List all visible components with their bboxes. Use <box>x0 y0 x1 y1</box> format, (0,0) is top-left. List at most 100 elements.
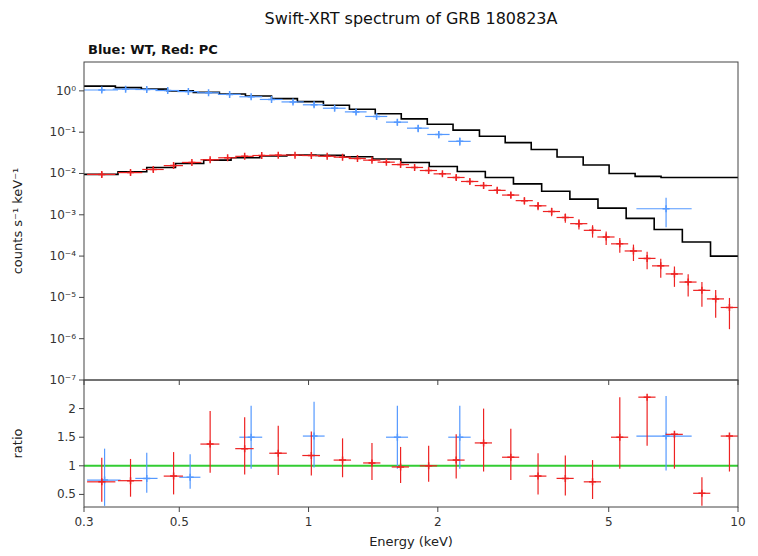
plot-area <box>84 394 738 506</box>
data-point <box>603 233 610 240</box>
y-error-bar <box>619 397 620 469</box>
data-point <box>507 454 514 461</box>
data-point <box>456 138 463 145</box>
data-point <box>308 452 315 459</box>
data-point <box>187 474 194 481</box>
data-point <box>712 295 719 302</box>
chart: 10⁻⁷10⁻⁶10⁻⁵10⁻⁴10⁻³10⁻²10⁻¹10⁰Swift-XRT… <box>0 0 758 556</box>
data-point <box>589 227 596 234</box>
model-line <box>84 155 738 256</box>
data-point <box>698 490 705 497</box>
y-error-bar <box>456 434 457 478</box>
data-point <box>456 434 463 441</box>
data-point <box>127 477 134 484</box>
y-error-bar <box>701 282 702 307</box>
errorbar-series <box>87 394 738 506</box>
data-point <box>453 174 460 181</box>
data-point <box>368 157 375 164</box>
data-point <box>188 159 195 166</box>
data-point <box>548 208 555 215</box>
data-point <box>339 457 346 464</box>
x-tick <box>437 507 438 512</box>
y-tick-label: 10⁻⁴ <box>50 249 77 263</box>
y-error-bar <box>647 397 648 446</box>
x-tick <box>738 507 739 512</box>
data-point <box>397 161 404 168</box>
plot-frame <box>84 380 738 507</box>
data-point <box>466 178 473 185</box>
data-point <box>170 162 177 169</box>
y-tick <box>79 494 84 495</box>
data-point <box>122 86 129 93</box>
data-point <box>205 89 212 96</box>
y-tick <box>79 408 84 409</box>
data-point <box>698 287 705 294</box>
data-point <box>292 152 299 159</box>
y-tick <box>79 437 84 438</box>
data-point <box>425 167 432 174</box>
data-point <box>425 462 432 469</box>
data-point <box>373 113 380 120</box>
x-tick <box>179 507 180 512</box>
data-point <box>98 171 105 178</box>
data-point <box>630 247 637 254</box>
reference-line <box>84 465 738 467</box>
data-point <box>535 473 542 480</box>
data-point <box>657 262 664 269</box>
y-tick-label: 10⁻³ <box>50 208 77 222</box>
data-point <box>671 270 678 277</box>
x-tick <box>608 507 609 512</box>
data-point <box>663 205 670 212</box>
data-point <box>480 182 487 189</box>
data-point <box>143 86 150 93</box>
data-point <box>143 475 150 482</box>
y-axis-label: ratio <box>10 428 25 458</box>
x-tick <box>179 380 180 385</box>
y-tick <box>79 132 84 133</box>
data-point <box>324 153 331 160</box>
data-point <box>521 197 528 204</box>
y-tick-label: 2 <box>68 402 76 416</box>
data-point <box>331 105 338 112</box>
x-tick <box>308 380 309 385</box>
y-tick <box>79 380 84 381</box>
data-point <box>268 96 275 103</box>
y-error-bar <box>146 453 147 493</box>
x-tick-label: 10 <box>730 515 745 529</box>
data-point <box>127 169 134 176</box>
x-tick-label: 0.5 <box>170 515 189 529</box>
y-error-bar <box>190 454 191 488</box>
x-tick <box>308 507 309 512</box>
y-error-bar <box>715 290 716 318</box>
data-point <box>224 154 231 161</box>
errorbar-series <box>87 396 692 506</box>
data-point <box>339 154 346 161</box>
data-point <box>98 86 105 93</box>
data-point <box>354 155 361 162</box>
x-tick <box>84 507 85 512</box>
data-point <box>164 87 171 94</box>
data-point <box>311 101 318 108</box>
data-point <box>535 202 542 209</box>
y-tick <box>79 338 84 339</box>
y-tick <box>79 214 84 215</box>
y-tick <box>79 173 84 174</box>
data-point <box>275 152 282 159</box>
y-error-bar <box>665 198 666 228</box>
data-point <box>248 93 255 100</box>
data-point <box>411 164 418 171</box>
title: Swift-XRT spectrum of GRB 180823A <box>265 9 558 28</box>
y-error-bar <box>674 434 675 468</box>
x-tick <box>608 380 609 385</box>
data-point <box>507 192 514 199</box>
plot-frame <box>84 62 738 380</box>
data-point <box>394 119 401 126</box>
y-tick-label: 1.5 <box>57 430 76 444</box>
data-point <box>275 450 282 457</box>
plot-area <box>84 86 738 330</box>
data-point <box>726 304 733 311</box>
x-tick-label: 1 <box>305 515 313 529</box>
data-point <box>394 434 401 441</box>
data-point <box>368 459 375 466</box>
data-point <box>663 433 670 440</box>
